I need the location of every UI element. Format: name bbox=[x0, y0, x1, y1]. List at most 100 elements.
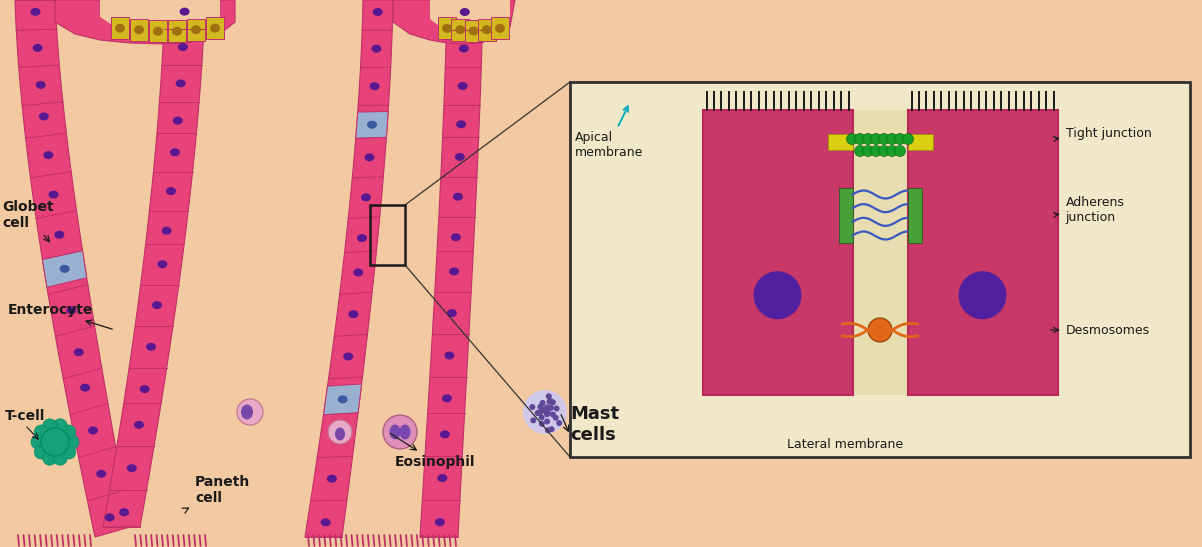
Ellipse shape bbox=[870, 133, 881, 144]
Ellipse shape bbox=[870, 146, 881, 156]
Circle shape bbox=[557, 420, 563, 426]
Polygon shape bbox=[323, 384, 362, 415]
Circle shape bbox=[53, 451, 67, 465]
Ellipse shape bbox=[442, 394, 452, 402]
Text: Enterocyte: Enterocyte bbox=[8, 303, 112, 329]
Text: Apical
membrane: Apical membrane bbox=[575, 106, 643, 159]
Circle shape bbox=[61, 445, 76, 459]
Circle shape bbox=[545, 427, 551, 433]
Circle shape bbox=[551, 411, 557, 417]
Polygon shape bbox=[393, 0, 514, 44]
Circle shape bbox=[543, 406, 549, 412]
Ellipse shape bbox=[73, 348, 84, 356]
Ellipse shape bbox=[54, 231, 65, 239]
Ellipse shape bbox=[438, 474, 447, 482]
Text: Lateral membrane: Lateral membrane bbox=[787, 439, 903, 451]
Ellipse shape bbox=[81, 383, 90, 392]
Circle shape bbox=[538, 409, 545, 415]
Circle shape bbox=[34, 445, 48, 459]
Ellipse shape bbox=[191, 25, 201, 34]
Ellipse shape bbox=[389, 424, 400, 439]
Polygon shape bbox=[130, 19, 148, 41]
Polygon shape bbox=[55, 0, 236, 44]
Ellipse shape bbox=[96, 470, 106, 478]
Ellipse shape bbox=[321, 519, 331, 526]
Ellipse shape bbox=[38, 113, 49, 120]
Ellipse shape bbox=[66, 306, 77, 314]
Ellipse shape bbox=[754, 271, 802, 319]
Polygon shape bbox=[100, 0, 220, 40]
Ellipse shape bbox=[456, 25, 465, 34]
Circle shape bbox=[545, 410, 551, 415]
Ellipse shape bbox=[240, 404, 252, 420]
Ellipse shape bbox=[364, 153, 375, 161]
Ellipse shape bbox=[459, 44, 469, 53]
Ellipse shape bbox=[442, 24, 452, 33]
Circle shape bbox=[523, 390, 567, 434]
Ellipse shape bbox=[495, 24, 505, 33]
Ellipse shape bbox=[133, 25, 144, 34]
Ellipse shape bbox=[887, 146, 898, 156]
Bar bbox=[839, 188, 852, 242]
Text: Tight junction: Tight junction bbox=[1053, 127, 1152, 141]
Circle shape bbox=[43, 419, 56, 433]
Ellipse shape bbox=[43, 151, 53, 159]
Ellipse shape bbox=[166, 187, 175, 195]
Circle shape bbox=[545, 404, 551, 410]
Polygon shape bbox=[451, 19, 469, 40]
Polygon shape bbox=[111, 18, 129, 39]
Ellipse shape bbox=[453, 193, 463, 201]
Polygon shape bbox=[438, 18, 456, 39]
Bar bbox=[570, 82, 1190, 457]
Polygon shape bbox=[206, 17, 224, 39]
Circle shape bbox=[548, 398, 554, 404]
Ellipse shape bbox=[179, 8, 190, 16]
Circle shape bbox=[61, 425, 76, 439]
Circle shape bbox=[53, 419, 67, 433]
Ellipse shape bbox=[456, 120, 466, 129]
Ellipse shape bbox=[469, 26, 478, 36]
Ellipse shape bbox=[153, 27, 163, 36]
Bar bbox=[702, 110, 852, 395]
Ellipse shape bbox=[482, 25, 492, 34]
Circle shape bbox=[43, 451, 56, 465]
Ellipse shape bbox=[36, 81, 46, 89]
Ellipse shape bbox=[161, 226, 172, 235]
Ellipse shape bbox=[447, 309, 457, 317]
Ellipse shape bbox=[139, 385, 150, 393]
Ellipse shape bbox=[903, 133, 914, 144]
Ellipse shape bbox=[367, 121, 377, 129]
Polygon shape bbox=[419, 0, 483, 537]
Text: Mast
cells: Mast cells bbox=[570, 405, 619, 444]
Ellipse shape bbox=[157, 260, 167, 268]
Polygon shape bbox=[490, 18, 508, 39]
Ellipse shape bbox=[369, 82, 380, 90]
Ellipse shape bbox=[48, 190, 59, 199]
Bar bbox=[370, 205, 405, 265]
Ellipse shape bbox=[855, 133, 865, 144]
Circle shape bbox=[383, 415, 417, 449]
Ellipse shape bbox=[451, 233, 460, 241]
Ellipse shape bbox=[338, 395, 347, 403]
Circle shape bbox=[868, 318, 892, 342]
Ellipse shape bbox=[863, 133, 874, 144]
Ellipse shape bbox=[458, 82, 468, 90]
Ellipse shape bbox=[151, 301, 162, 309]
Ellipse shape bbox=[879, 133, 889, 144]
Polygon shape bbox=[188, 19, 206, 40]
Ellipse shape bbox=[30, 8, 41, 16]
Circle shape bbox=[540, 400, 546, 406]
Circle shape bbox=[535, 410, 541, 416]
Polygon shape bbox=[430, 0, 510, 40]
Ellipse shape bbox=[445, 352, 454, 359]
Ellipse shape bbox=[32, 44, 42, 52]
Ellipse shape bbox=[894, 133, 905, 144]
Circle shape bbox=[536, 410, 542, 416]
Ellipse shape bbox=[173, 117, 183, 125]
Polygon shape bbox=[477, 19, 495, 40]
Ellipse shape bbox=[327, 475, 337, 482]
Text: Eosinophil: Eosinophil bbox=[391, 433, 476, 469]
Circle shape bbox=[538, 421, 545, 427]
Circle shape bbox=[548, 405, 554, 411]
Circle shape bbox=[541, 406, 547, 412]
